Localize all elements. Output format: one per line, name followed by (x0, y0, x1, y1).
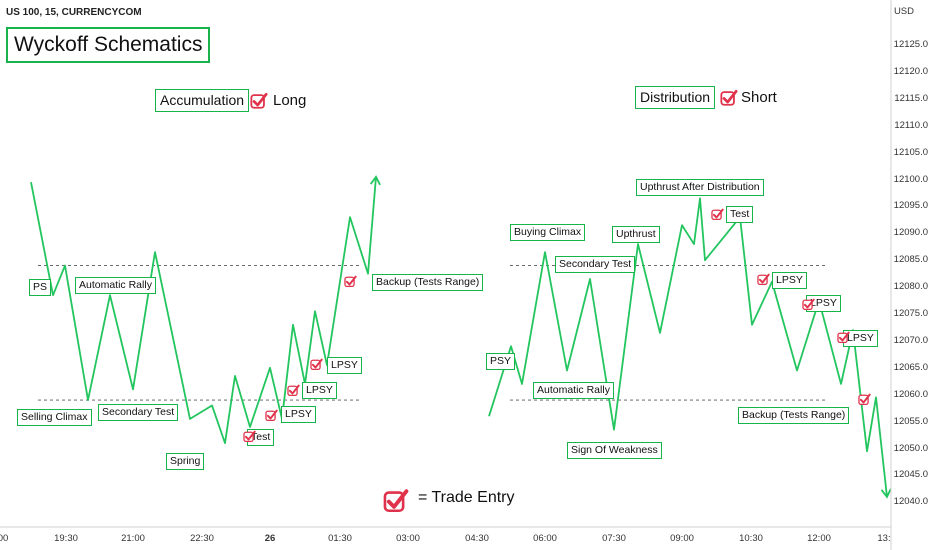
distribution-arrow-head (880, 488, 892, 499)
price-tick-label: 12095.0 (893, 200, 928, 212)
lpsy-label-2: LPSY (302, 382, 337, 399)
time-tick-label: 22:30 (190, 533, 214, 544)
automatic-rally-dist-label: Automatic Rally (533, 382, 614, 399)
lpsy-dist-label-3: LPSY (843, 330, 878, 347)
time-tick-label: 26 (264, 533, 276, 544)
buying-climax-label: Buying Climax (510, 224, 586, 241)
time-tick-label: 00 (0, 533, 9, 544)
symbol-label: US 100, 15, CURRENCYCOM (6, 7, 142, 18)
check-icon (250, 92, 268, 109)
check-icon (287, 384, 300, 397)
psy-label: PSY (486, 353, 516, 370)
secondary-test-acc-label: Secondary Test (98, 404, 179, 421)
price-tick-label: 12120.0 (893, 65, 928, 77)
price-tick-label: 12050.0 (893, 442, 928, 454)
test-dist-label: Test (726, 206, 754, 223)
price-tick-label: 12075.0 (893, 308, 928, 319)
time-tick-label: 01:30 (328, 533, 352, 544)
check-icon (858, 393, 871, 406)
check-icon (243, 430, 256, 443)
automatic-rally-acc-label: Automatic Rally (75, 277, 156, 294)
upthrust-label: Upthrust (612, 226, 660, 243)
time-tick-label: 12:00 (807, 533, 831, 544)
time-tick-label: 13: (877, 533, 891, 544)
backup-dist-label: Backup (Tests Range) (738, 407, 850, 424)
distribution-line (488, 197, 888, 498)
ps-label: PS (29, 279, 52, 296)
time-tick-label: 06:00 (533, 533, 557, 544)
price-tick-label: 12100.0 (893, 173, 928, 185)
price-tick-label: 12055.0 (893, 415, 928, 427)
range-lines (38, 265, 828, 401)
check-icon (837, 331, 850, 344)
price-tick-label: 12085.0 (893, 254, 928, 266)
trade-entry-legend: = Trade Entry (418, 489, 515, 506)
check-icon (711, 208, 724, 221)
lpsy-dist-label-1: LPSY (772, 272, 807, 289)
check-icon (310, 358, 323, 371)
distribution-label: Distribution (635, 86, 716, 109)
time-tick-label: 03:00 (396, 533, 420, 544)
lpsy-label-1: LPSY (281, 406, 316, 423)
time-tick-label: 21:00 (121, 533, 145, 544)
accumulation-arrow-head (369, 175, 381, 186)
price-tick-label: 12045.0 (893, 469, 928, 481)
price-tick-label: 12065.0 (893, 361, 928, 373)
price-tick-label: 12090.0 (893, 227, 928, 239)
time-tick-label: 09:00 (670, 533, 694, 544)
accumulation-label: Accumulation (155, 89, 250, 112)
price-tick-label: 12115.0 (894, 92, 928, 104)
price-tick-label: 12040.0 (893, 496, 928, 508)
price-tick-label: 12105.0 (893, 146, 928, 158)
check-icon (757, 273, 770, 286)
time-tick-label: 10:30 (739, 533, 763, 544)
price-tick-label: 12060.0 (893, 388, 928, 400)
currency-label: USD (893, 6, 914, 17)
price-tick-label: 12080.0 (893, 281, 928, 293)
chart-title: Wyckoff Schematics (6, 27, 211, 63)
secondary-test-dist-label: Secondary Test (555, 256, 636, 273)
check-icon (344, 275, 357, 288)
upthrust-after-distribution-label: Upthrust After Distribution (636, 179, 764, 196)
time-tick-label: 07:30 (602, 533, 626, 544)
check-icon (802, 298, 815, 311)
lpsy-label-3: LPSY (327, 357, 362, 374)
accumulation-line (30, 176, 377, 445)
backup-acc-label: Backup (Tests Range) (372, 274, 484, 291)
spring-label: Spring (166, 453, 205, 470)
price-tick-label: 12110.0 (894, 119, 928, 131)
sign-of-weakness-label: Sign Of Weakness (567, 442, 662, 459)
time-tick-label: 19:30 (54, 533, 78, 544)
series-lines (30, 175, 892, 499)
time-tick-label: 04:30 (465, 533, 489, 544)
lpsy-dist-label-2: LPSY (806, 295, 841, 312)
selling-climax-label: Selling Climax (17, 409, 92, 426)
check-icon (383, 489, 409, 513)
long-label: Long (273, 92, 307, 109)
price-tick-label: 12070.0 (893, 334, 928, 346)
price-tick-label: 12125.0 (893, 39, 928, 50)
check-icon (720, 89, 738, 106)
check-icon (265, 409, 278, 422)
short-label: Short (741, 89, 777, 106)
